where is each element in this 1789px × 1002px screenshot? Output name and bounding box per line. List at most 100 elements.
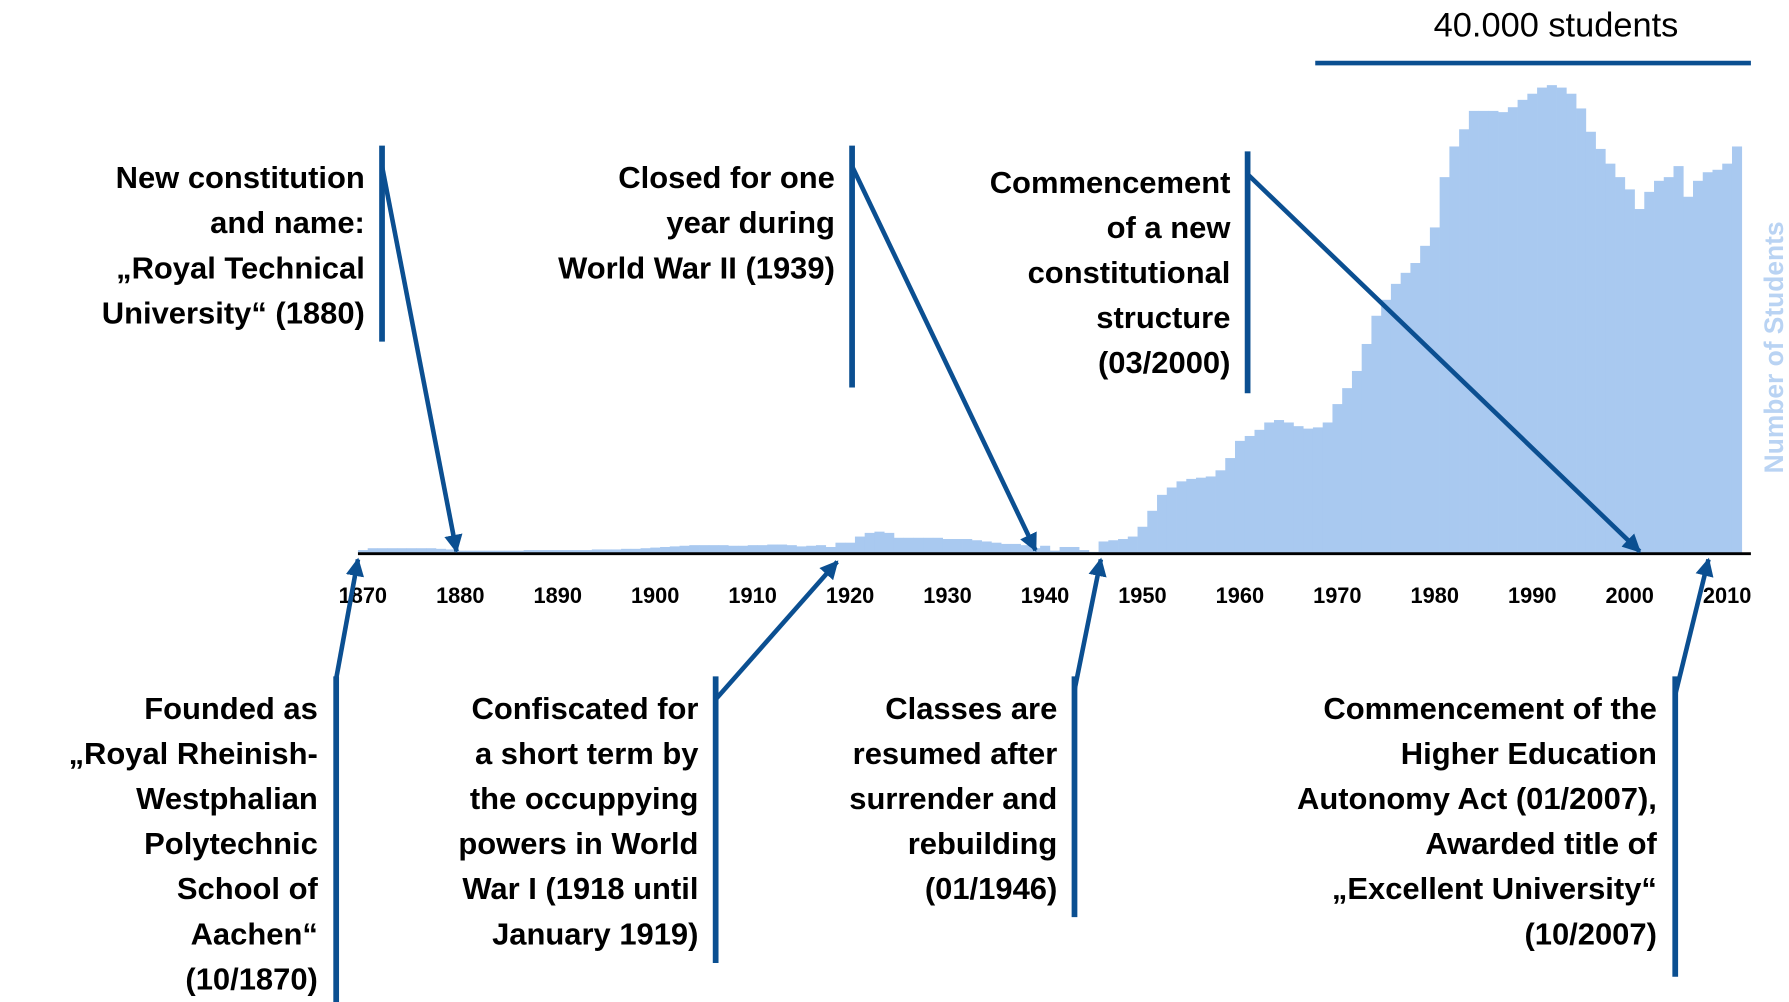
bar [1098, 541, 1109, 554]
x-tick-label: 1920 [826, 583, 874, 608]
bar [796, 546, 807, 554]
bar [523, 550, 534, 554]
bar [913, 537, 924, 554]
bar [611, 549, 622, 554]
bar [903, 537, 914, 554]
bar [1546, 85, 1557, 554]
bar [815, 545, 827, 554]
bar [582, 550, 593, 554]
bar [757, 545, 768, 554]
bar [1049, 550, 1060, 554]
bar [1663, 177, 1674, 554]
bar [1517, 99, 1528, 554]
annotation-text: year during [666, 205, 834, 240]
annotation-text: University“ (1880) [102, 295, 365, 330]
bar [1040, 545, 1051, 554]
bar [1556, 87, 1567, 554]
bar [786, 545, 797, 554]
bar [416, 548, 427, 554]
bar [1576, 108, 1587, 554]
bar [533, 550, 544, 554]
bar [728, 545, 739, 554]
bar [864, 532, 875, 554]
bar [1147, 510, 1158, 554]
bar [387, 548, 398, 554]
bar [1264, 422, 1275, 554]
bar [1342, 388, 1353, 554]
bar [1449, 146, 1460, 554]
x-tick-label: 1890 [534, 583, 582, 608]
annotation-arrow [379, 165, 463, 554]
bar [806, 545, 817, 554]
bar [1566, 93, 1577, 554]
annotation-text: War I (1918 until [462, 871, 698, 906]
bar [494, 550, 505, 554]
x-tick-label: 1880 [436, 583, 484, 608]
bar [1303, 428, 1314, 554]
bar [1010, 543, 1021, 554]
bar [1683, 196, 1694, 554]
bar [406, 548, 417, 554]
x-ticks: 1870 1880 1890 1900 1910 1920 1930 1940 1950 1960… [339, 583, 1752, 608]
annotation-text: (03/2000) [1098, 345, 1230, 380]
scale-label: 40.000 students [1434, 7, 1679, 45]
bar [621, 548, 632, 554]
bar [893, 537, 905, 554]
bar [1615, 177, 1626, 554]
bar [1381, 299, 1392, 554]
annotations: New constitution and name: „Royal Technica… [69, 145, 1714, 1002]
annotation-text: „Royal Rheinish- [69, 736, 318, 771]
annotation-arrow [713, 560, 839, 701]
bar [845, 542, 856, 554]
bar [650, 547, 661, 554]
annotation-text: Confiscated for [472, 691, 699, 726]
bar [1215, 470, 1226, 554]
bar [835, 542, 846, 554]
annotation-text: Commencement of the [1323, 691, 1657, 726]
bar [1127, 536, 1138, 554]
bar [572, 550, 583, 554]
x-tick-label: 1870 [339, 583, 387, 608]
bar [1001, 543, 1012, 554]
bar [1712, 169, 1723, 554]
bar [884, 532, 895, 554]
bar [1459, 129, 1470, 554]
bar [1507, 107, 1518, 554]
x-tick-label: 1930 [923, 583, 971, 608]
bar [1654, 180, 1665, 554]
annotation-text: New constitution [116, 160, 365, 195]
bar [874, 531, 885, 554]
annotation-text: Classes are [885, 691, 1057, 726]
bar [1400, 272, 1411, 554]
x-tick-label: 1980 [1411, 583, 1459, 608]
bar [640, 548, 651, 554]
bar [1351, 370, 1363, 554]
bar [591, 549, 602, 554]
bar [1731, 146, 1743, 554]
bar [1644, 191, 1655, 554]
x-tick-label: 1960 [1216, 583, 1264, 608]
bar [543, 550, 554, 554]
bars [357, 85, 1743, 554]
annotation-text: „Royal Technical [116, 250, 365, 285]
annotation-text: the occuppying [470, 781, 699, 816]
bar [396, 548, 408, 554]
bar [1468, 110, 1479, 554]
bar [1166, 487, 1177, 554]
bar [1137, 526, 1148, 554]
bar [474, 550, 485, 554]
annotation-text: Higher Education [1401, 736, 1657, 771]
bar [1361, 343, 1372, 554]
bar [1069, 546, 1080, 554]
bar [1186, 478, 1197, 554]
annotation-arrow [850, 165, 1038, 552]
bar [1585, 131, 1596, 554]
bar [1410, 263, 1421, 554]
x-tick-label: 1900 [631, 583, 679, 608]
bar [699, 545, 710, 554]
bar [1673, 166, 1684, 554]
bar [1176, 481, 1187, 554]
bar [962, 539, 973, 554]
annotation-text: and name: [210, 205, 365, 240]
bar [1527, 93, 1538, 554]
